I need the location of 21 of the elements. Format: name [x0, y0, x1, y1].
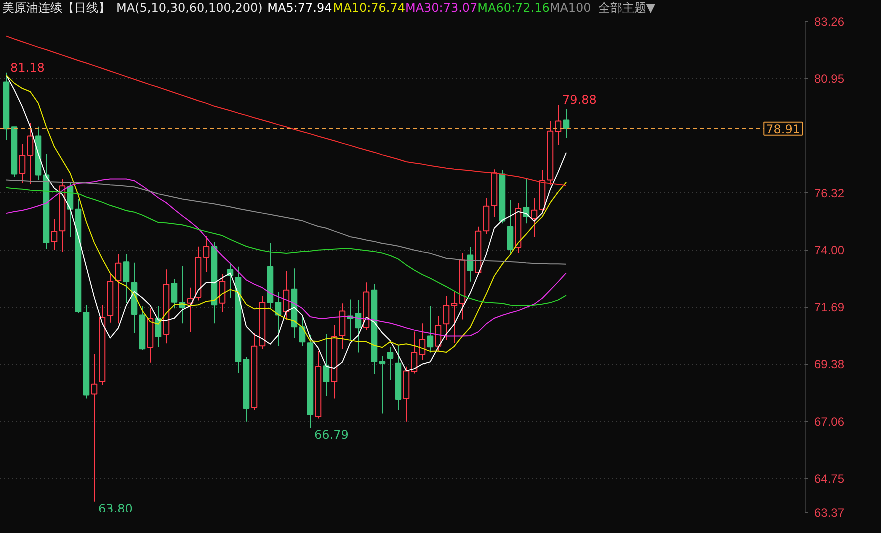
- text: 79.88: [562, 92, 597, 107]
- chart-title: 美原油连续【日线】: [2, 1, 110, 15]
- text: 66.79: [314, 428, 349, 442]
- y-tick-label: 76.32: [814, 186, 845, 200]
- y-tick-label: 80.95: [814, 72, 845, 86]
- y-tick-label: 71.69: [814, 300, 845, 315]
- y-tick-label: 69.38: [814, 358, 845, 372]
- text: 81.18: [10, 60, 45, 75]
- text: MA100: [550, 1, 592, 15]
- y-tick-label: 83.26: [814, 15, 845, 29]
- chart-subtitle: MA(5,10,30,60,100,200): [116, 1, 263, 15]
- text: MA5:77.94: [268, 1, 332, 15]
- y-tick-label: 63.37: [814, 506, 845, 520]
- text: MA60:72.16: [478, 1, 550, 15]
- text: 全部主题▼: [598, 1, 656, 15]
- y-tick-label: 64.75: [814, 472, 845, 486]
- ref-line-label: 78.91: [766, 122, 801, 136]
- text: MA10:76.74: [333, 1, 406, 15]
- y-tick-label: 74.00: [814, 244, 845, 258]
- y-tick-label: 67.06: [814, 414, 845, 429]
- text: MA30:73.07: [405, 1, 478, 15]
